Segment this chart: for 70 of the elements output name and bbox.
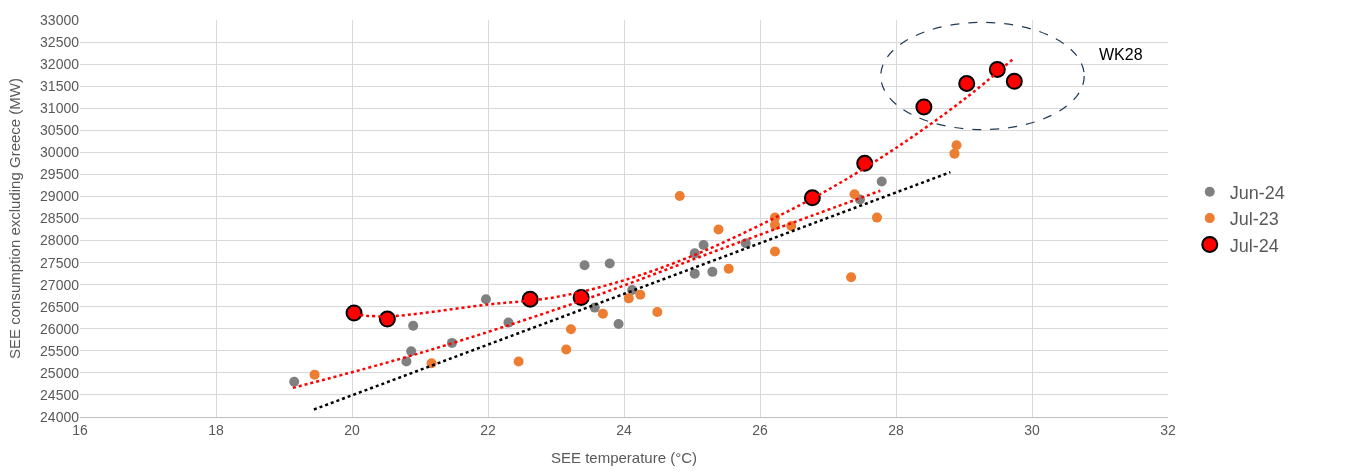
point: [513, 356, 524, 367]
x-tick-label: 24: [616, 421, 632, 438]
x-tick-label: 20: [344, 421, 360, 438]
legend-label: Jul-23: [1229, 209, 1279, 230]
y-tick-label: 32500: [40, 33, 80, 50]
y-tick-label: 32000: [40, 56, 80, 73]
x-tick-label: 22: [480, 421, 496, 438]
point: [698, 239, 709, 250]
y-tick-label: 25500: [40, 342, 80, 359]
point: [623, 293, 634, 304]
y-tick-label: 30000: [40, 144, 80, 161]
point: [406, 346, 417, 357]
legend-label: Jul-24: [1229, 235, 1279, 256]
point: [949, 148, 960, 159]
x-tick-label: 26: [752, 421, 768, 438]
point: [561, 344, 572, 355]
x-axis-title: SEE temperature (°C): [550, 448, 698, 466]
annotation: WK28: [1099, 46, 1143, 63]
point: [521, 290, 539, 308]
y-tick-label: 28500: [40, 210, 80, 227]
y-tick-label: 26000: [40, 320, 80, 337]
x-tick-label: 32: [1160, 421, 1176, 438]
point: [958, 75, 976, 93]
y-tick-label: 33000: [40, 11, 80, 28]
point: [707, 266, 718, 277]
y-tick-label: 31000: [40, 100, 80, 117]
point: [652, 307, 663, 318]
point: [565, 324, 576, 335]
y-tick-label: 31500: [40, 78, 80, 95]
legend-label: Jun-24: [1229, 182, 1285, 203]
y-tick-label: 29000: [40, 188, 80, 205]
x-tick-label: 18: [208, 421, 224, 438]
point: [408, 320, 419, 331]
point: [876, 176, 887, 187]
y-tick-label: 30500: [40, 122, 80, 139]
point: [345, 304, 363, 322]
point: [871, 212, 882, 223]
point: [480, 294, 491, 305]
x-tick-label: 28: [888, 421, 904, 438]
point: [689, 268, 700, 279]
point: [613, 318, 624, 329]
point: [378, 310, 396, 328]
point: [915, 98, 933, 116]
y-tick-label: 26500: [40, 298, 80, 315]
y-tick-label: 27000: [40, 276, 80, 293]
y-tick-label: 29500: [40, 166, 80, 183]
point: [849, 189, 860, 200]
point: [579, 260, 590, 271]
point: [713, 224, 724, 235]
y-axis-title: SEE consumption excluding Greece (MW): [6, 78, 24, 359]
point: [604, 258, 615, 269]
point: [309, 369, 320, 380]
point: [1005, 72, 1023, 90]
y-tick-label: 25000: [40, 364, 80, 381]
point: [635, 289, 646, 300]
point: [856, 154, 874, 172]
point: [988, 60, 1006, 78]
point: [803, 189, 821, 207]
point: [674, 191, 685, 201]
y-tick-label: 28000: [40, 232, 80, 249]
point: [951, 140, 962, 151]
y-tick-label: 27500: [40, 254, 80, 271]
point: [597, 308, 608, 319]
point: [769, 220, 780, 231]
point: [846, 272, 857, 283]
x-tick-label: 30: [1024, 421, 1040, 438]
point: [769, 246, 780, 257]
point: [289, 376, 300, 387]
point: [723, 263, 734, 274]
y-tick-label: 24500: [40, 386, 80, 403]
